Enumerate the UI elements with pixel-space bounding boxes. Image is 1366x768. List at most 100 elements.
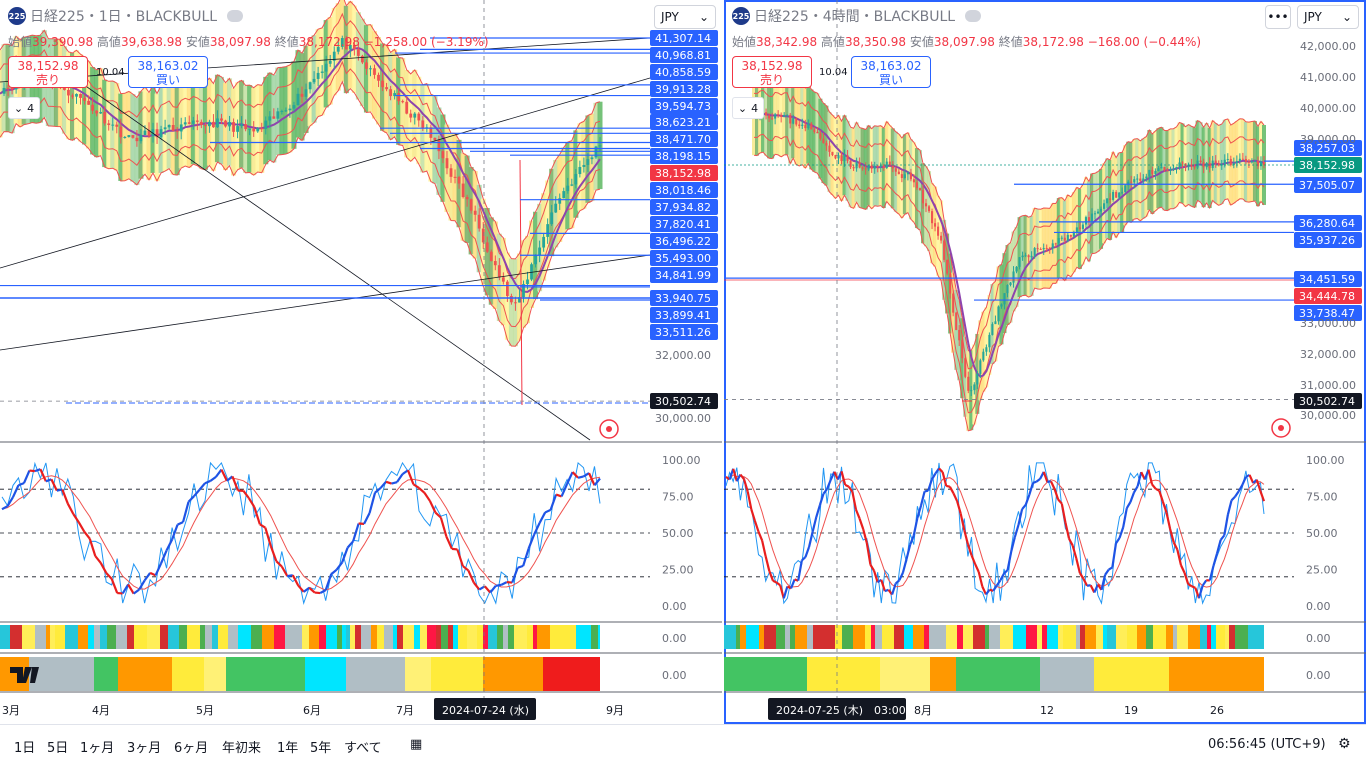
candle-body — [574, 174, 577, 184]
heat-strip-cell — [842, 625, 853, 649]
range-button-0[interactable]: 1日 — [14, 737, 35, 756]
left-currency-select[interactable]: JPY⌄ — [654, 5, 716, 29]
more-icon[interactable]: ••• — [1265, 5, 1291, 29]
candle-body — [599, 145, 602, 146]
right-chart-canvas[interactable]: 38,257.0338,152.9837,505.0736,280.6435,9… — [724, 0, 1366, 724]
hide-toggle-icon[interactable] — [227, 10, 243, 22]
candle-body — [904, 174, 906, 178]
candle-body — [325, 64, 328, 72]
range-button-4[interactable]: 6ヶ月 — [174, 737, 208, 756]
settings-gear-icon[interactable]: ⚙ — [1338, 736, 1351, 752]
range-button-8[interactable]: すべて — [344, 737, 382, 756]
osc-main-segment — [24, 471, 29, 484]
time-axis-tick: 6月 — [303, 704, 321, 717]
heat-strip-cell — [1177, 625, 1188, 649]
axis-tick: 41,000.00 — [1300, 71, 1356, 84]
candle-body — [256, 128, 259, 131]
osc-main-segment — [46, 479, 51, 481]
candle-body — [1049, 248, 1051, 249]
heat-strip-cell — [1193, 625, 1200, 649]
trend-strip-cell — [1229, 657, 1264, 691]
candle-body — [401, 101, 404, 102]
candle-body — [1034, 248, 1036, 256]
candle-body — [967, 377, 969, 391]
osc-main-segment — [950, 487, 954, 494]
candle-body — [1112, 192, 1114, 200]
osc-main-segment — [1232, 497, 1236, 501]
osc-main-segment — [62, 489, 67, 503]
left-symbol-header[interactable]: 225 日経225・1日・BLACKBULL — [8, 6, 243, 26]
osc-main-segment — [1037, 479, 1041, 482]
candle-body — [83, 98, 86, 101]
candle-body — [542, 237, 545, 248]
osc-main-segment — [1112, 543, 1116, 567]
range-button-7[interactable]: 5年 — [310, 737, 331, 756]
heat-strip-cell — [1225, 625, 1229, 649]
range-button-1[interactable]: 5日 — [47, 737, 68, 756]
osc-main-segment — [183, 502, 188, 522]
candle-body — [874, 166, 876, 169]
right-currency-select[interactable]: JPY⌄ — [1297, 5, 1359, 29]
candle-body — [381, 81, 384, 87]
clock-display[interactable]: 06:56:45 (UTC+9) — [1208, 737, 1326, 752]
osc-main-segment — [112, 579, 117, 593]
heat-strip-cell — [1235, 625, 1248, 649]
candle-body — [405, 102, 408, 114]
right-indicators-collapse[interactable]: ⌄4 — [732, 97, 764, 119]
right-symbol-title[interactable]: 日経225・4時間・BLACKBULL — [754, 6, 955, 26]
osc-main-segment — [997, 580, 1001, 585]
high-label: 高値 — [97, 35, 121, 49]
candle-body — [305, 89, 308, 96]
time-axis-tick: 5月 — [196, 704, 214, 717]
osc-tick: 50.00 — [662, 527, 694, 540]
time-axis-tick: 26 — [1210, 704, 1224, 717]
candle-body — [172, 125, 175, 131]
candle-body — [1022, 256, 1024, 258]
alert-target-dot — [1278, 425, 1284, 431]
right-symbol-header[interactable]: 225 日経225・4時間・BLACKBULL — [732, 6, 981, 26]
candle-body — [490, 252, 493, 261]
candle-body — [144, 131, 147, 135]
range-button-6[interactable]: 1年 — [277, 737, 298, 756]
candle-body — [111, 125, 114, 126]
candle-body — [910, 173, 912, 180]
osc-main-segment — [540, 512, 545, 522]
range-button-5[interactable]: 年初来 — [222, 737, 261, 756]
trend-strip-cell — [543, 657, 600, 691]
osc-main-segment — [1130, 492, 1134, 502]
heat-strip-cell — [243, 625, 251, 649]
osc-tick: 25.00 — [662, 564, 694, 577]
heat-strip-cell — [218, 625, 228, 649]
osc-main-segment — [210, 477, 215, 481]
range-button-2[interactable]: 1ヶ月 — [80, 737, 114, 756]
candle-body — [184, 122, 187, 124]
left-symbol-title[interactable]: 日経225・1日・BLACKBULL — [30, 6, 217, 26]
low-label: 安値 — [910, 35, 934, 49]
range-button-3[interactable]: 3ヶ月 — [127, 737, 161, 756]
heat-strip-cell — [1080, 625, 1085, 649]
heat-strip-cell — [591, 625, 598, 649]
tradingview-logo-icon[interactable] — [8, 664, 48, 686]
candle-body — [979, 360, 981, 374]
osc-main-segment — [1134, 486, 1138, 492]
trend-strip-cell — [226, 657, 305, 691]
calendar-icon[interactable]: ▦ — [410, 737, 422, 752]
candle-body — [140, 135, 143, 141]
left-chart-canvas[interactable]: 41,307.1440,968.8140,858.5939,913.2839,5… — [0, 0, 722, 724]
heat-strip-cell — [50, 625, 55, 649]
candle-body — [232, 122, 235, 132]
candle-body — [244, 124, 247, 129]
heat-strip-cell — [946, 625, 957, 649]
left-indicators-collapse[interactable]: ⌄4 — [8, 97, 40, 119]
open-value: 38,342.98 — [756, 35, 817, 49]
candle-body — [925, 203, 927, 206]
hide-toggle-icon[interactable] — [965, 10, 981, 22]
heat-strip-cell — [527, 625, 533, 649]
osc-main-segment — [381, 482, 386, 488]
